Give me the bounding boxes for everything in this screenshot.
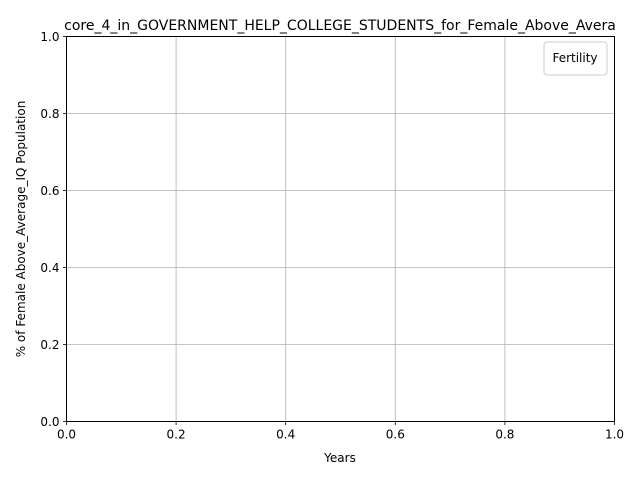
grid-lines xyxy=(66,36,615,422)
x-tick-label: 0.0 xyxy=(57,428,76,442)
x-axis: 0.0 0.2 0.4 0.6 0.8 1.0 xyxy=(57,421,624,442)
y-tick-label: 0.6 xyxy=(40,184,59,198)
plot-area-frame xyxy=(66,36,615,422)
x-tick-label: 0.2 xyxy=(167,428,186,442)
x-tick-label: 0.6 xyxy=(386,428,405,442)
x-tick-label: 0.4 xyxy=(276,428,295,442)
chart-title: core_4_in_GOVERNMENT_HELP_COLLEGE_STUDEN… xyxy=(64,18,616,34)
legend: Fertility xyxy=(543,41,608,76)
y-axis-label: % of Female Above_Average_IQ Population xyxy=(14,101,28,358)
legend-title: Fertility xyxy=(552,51,597,65)
y-tick-label: 0.0 xyxy=(40,415,59,429)
x-axis-label: Years xyxy=(323,451,356,465)
y-tick-label: 0.4 xyxy=(40,261,59,275)
y-axis: 0.0 0.2 0.4 0.6 0.8 1.0 xyxy=(40,30,67,429)
y-tick-label: 0.8 xyxy=(40,107,59,121)
x-tick-label: 0.8 xyxy=(495,428,514,442)
legend-frame xyxy=(543,41,608,76)
x-tick-label: 1.0 xyxy=(605,428,624,442)
y-tick-label: 0.2 xyxy=(40,338,59,352)
y-tick-label: 1.0 xyxy=(40,30,59,44)
